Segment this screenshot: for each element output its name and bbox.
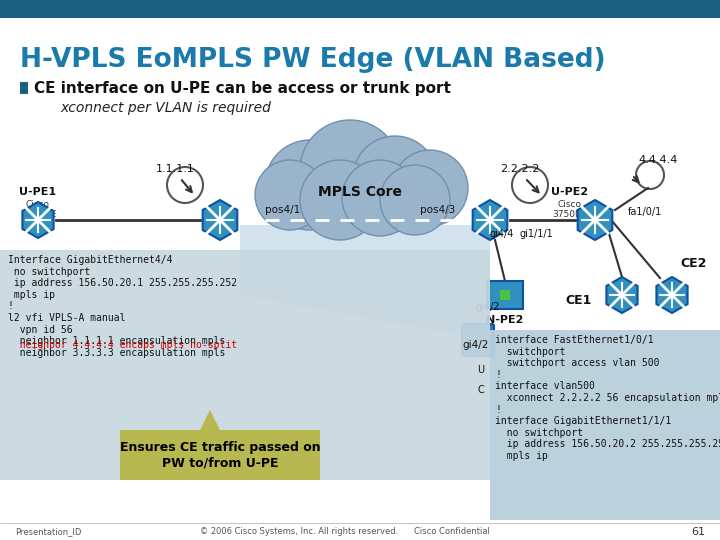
Text: MPLS Core: MPLS Core — [318, 185, 402, 199]
FancyBboxPatch shape — [462, 324, 494, 356]
Circle shape — [512, 167, 548, 203]
Circle shape — [353, 136, 437, 220]
Circle shape — [300, 160, 380, 240]
Text: CE1: CE1 — [566, 294, 592, 307]
Text: U-PE2: U-PE2 — [552, 187, 588, 197]
Text: interface FastEthernet1/0/1
  switchport
  switchport access vlan 500
!
interfac: interface FastEthernet1/0/1 switchport s… — [495, 335, 720, 461]
Circle shape — [380, 165, 450, 235]
Text: H-VPLS EoMPLS PW Edge (VLAN Based): H-VPLS EoMPLS PW Edge (VLAN Based) — [20, 47, 606, 73]
Text: U: U — [477, 365, 484, 375]
Circle shape — [342, 160, 418, 236]
Circle shape — [392, 150, 468, 226]
Circle shape — [636, 161, 664, 189]
FancyBboxPatch shape — [20, 82, 28, 94]
Text: fa1/0/1: fa1/0/1 — [628, 207, 662, 217]
Text: CE2: CE2 — [680, 257, 706, 270]
Text: 61: 61 — [691, 527, 705, 537]
FancyBboxPatch shape — [0, 250, 490, 480]
Text: xconnect per VLAN is required: xconnect per VLAN is required — [60, 101, 271, 115]
Text: gi4/2: gi4/2 — [475, 302, 500, 312]
Circle shape — [265, 140, 355, 230]
Circle shape — [167, 167, 203, 203]
Text: 2.2.2.2: 2.2.2.2 — [500, 164, 540, 174]
Text: U-PE1: U-PE1 — [19, 187, 57, 197]
Text: pos4/1: pos4/1 — [265, 205, 300, 215]
Text: gi4/4: gi4/4 — [490, 229, 514, 239]
Text: neighbor 4.4.4.4 encaps mpls no-split: neighbor 4.4.4.4 encaps mpls no-split — [8, 341, 237, 350]
Text: Ensures CE traffic passed on
PW to/from U-PE: Ensures CE traffic passed on PW to/from … — [120, 441, 320, 469]
FancyBboxPatch shape — [0, 0, 720, 18]
Text: 1.1.1.1: 1.1.1.1 — [156, 164, 194, 174]
FancyBboxPatch shape — [487, 281, 523, 309]
Text: Interface GigabitEthernet4/4
 no switchport
 ip address 156.50.20.1 255.255.255.: Interface GigabitEthernet4/4 no switchpo… — [8, 255, 237, 358]
Text: gi1/1/1: gi1/1/1 — [520, 229, 554, 239]
Text: Presentation_ID: Presentation_ID — [15, 528, 81, 537]
Polygon shape — [200, 410, 220, 430]
Text: © 2006 Cisco Systems, Inc. All rights reserved.      Cisco Confidential: © 2006 Cisco Systems, Inc. All rights re… — [200, 528, 490, 537]
Text: 4.4.4.4: 4.4.4.4 — [639, 155, 678, 165]
FancyBboxPatch shape — [490, 330, 720, 520]
Text: pos4/3: pos4/3 — [420, 205, 455, 215]
Circle shape — [300, 120, 400, 220]
FancyBboxPatch shape — [120, 430, 320, 480]
Text: gi4/2: gi4/2 — [462, 340, 488, 350]
Text: Cisco
3750ME: Cisco 3750ME — [552, 200, 588, 219]
Text: C: C — [477, 385, 484, 395]
Text: Cisco
3750ME: Cisco 3750ME — [20, 200, 56, 219]
Text: CE interface on U-PE can be access or trunk port: CE interface on U-PE can be access or tr… — [34, 80, 451, 96]
Circle shape — [255, 160, 325, 230]
Text: N-PE2: N-PE2 — [486, 315, 523, 325]
FancyBboxPatch shape — [500, 290, 510, 300]
Polygon shape — [240, 225, 490, 340]
